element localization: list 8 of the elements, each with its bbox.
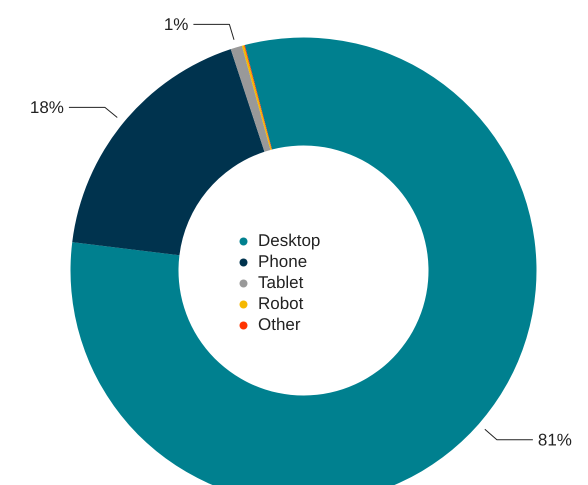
legend-label: Tablet <box>258 273 304 293</box>
legend-label: Other <box>258 315 301 335</box>
legend-label: Robot <box>258 294 304 314</box>
legend-label: Phone <box>258 252 308 272</box>
data-label: 1% <box>164 14 188 34</box>
legend-label: Desktop <box>258 231 320 251</box>
data-label: 81% <box>538 430 572 450</box>
data-label: 18% <box>30 98 64 117</box>
